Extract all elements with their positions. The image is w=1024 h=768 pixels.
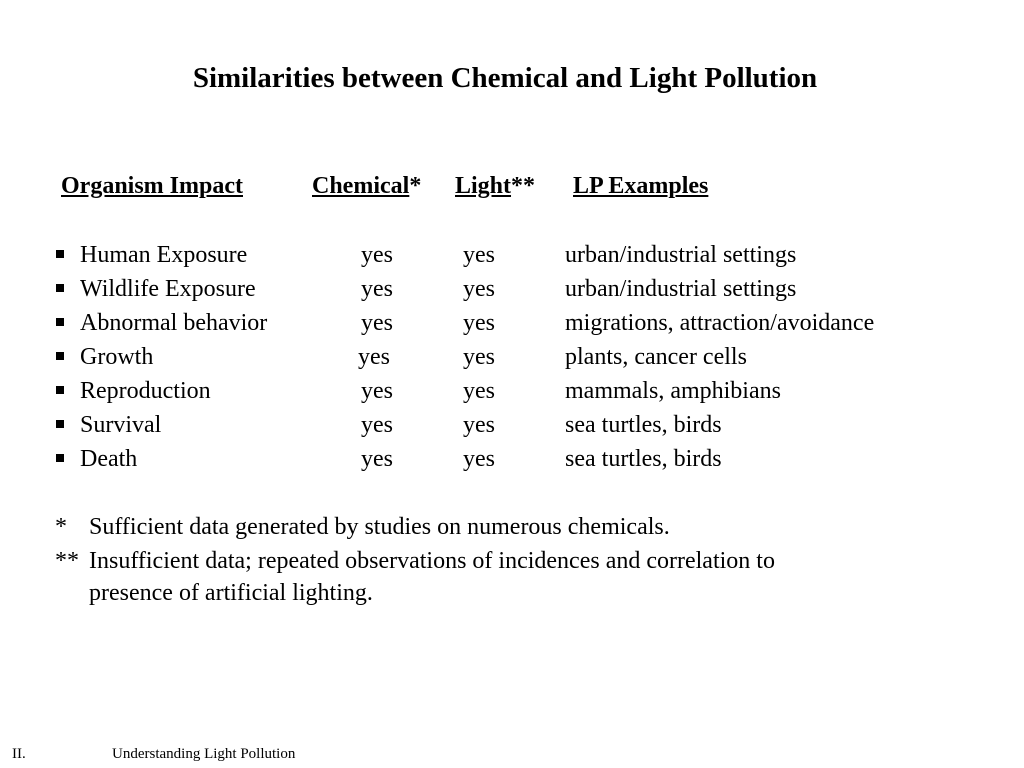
square-bullet-icon [56,444,70,474]
row-impact: Human Exposure [80,242,248,268]
row-light: yes [463,242,495,268]
header-chemical-mark: * [409,173,422,199]
header-lp-examples-label: LP Examples [573,173,709,199]
square-bullet-icon [56,308,70,338]
square-bullet-icon [56,274,70,304]
row-examples: migrations, attraction/avoidance [565,310,875,336]
square-bullet-icon [56,240,70,270]
footnote-2-line-2: presence of artificial lighting. [89,580,373,606]
row-light: yes [463,446,495,472]
row-impact: Reproduction [80,378,211,404]
footnote-2: ** Insufficient data; repeated observatio… [55,546,775,576]
header-organism-impact: Organism Impact [61,170,243,202]
row-chemical: yes [361,310,393,336]
table-row: Growth yes yes plants, cancer cells [0,342,1024,376]
footer-section-label: Understanding Light Pollution [112,746,296,762]
row-chemical: yes [361,242,393,268]
row-examples: sea turtles, birds [565,446,722,472]
header-lp-examples: LP Examples [573,170,708,202]
square-bullet-icon [56,376,70,406]
footnote-2-continuation: presence of artificial lighting. [89,578,373,608]
row-examples: sea turtles, birds [565,412,722,438]
footnote-2-line-1: Insufficient data; repeated observations… [89,548,775,574]
row-chemical: yes [361,412,393,438]
footnote-1: * Sufficient data generated by studies on… [55,512,670,542]
slide-title: Similarities between Chemical and Light … [192,62,818,94]
footer-section-number: II. [12,746,26,762]
row-impact: Survival [80,412,162,438]
row-chemical: yes [361,446,393,472]
row-impact: Death [80,446,138,472]
row-chemical: yes [361,378,393,404]
table-row: Death yes yes sea turtles, birds [0,444,1024,478]
row-light: yes [463,378,495,404]
row-light: yes [463,310,495,336]
row-impact: Wildlife Exposure [80,276,256,302]
table-row: Reproduction yes yes mammals, amphibians [0,376,1024,410]
footnote-2-marker: ** [55,548,79,574]
header-chemical-label: Chemical [312,173,410,199]
header-light: Light** [455,170,535,202]
footnote-1-marker: * [55,514,67,540]
table-row: Survival yes yes sea turtles, birds [0,410,1024,444]
row-light: yes [463,276,495,302]
row-impact: Growth [80,344,154,370]
row-chemical: yes [358,344,390,370]
footnote-1-text: Sufficient data generated by studies on … [89,514,670,540]
row-examples: mammals, amphibians [565,378,781,404]
header-light-label: Light [455,173,512,199]
row-light: yes [463,344,495,370]
row-examples: urban/industrial settings [565,276,797,302]
header-light-mark: ** [511,173,536,199]
row-light: yes [463,412,495,438]
table-row: Wildlife Exposure yes yes urban/industri… [0,274,1024,308]
table-row: Human Exposure yes yes urban/industrial … [0,240,1024,274]
row-impact: Abnormal behavior [80,310,268,336]
square-bullet-icon [56,410,70,440]
square-bullet-icon [56,342,70,372]
row-chemical: yes [361,276,393,302]
row-examples: plants, cancer cells [565,344,747,370]
header-chemical: Chemical* [312,170,421,202]
row-examples: urban/industrial settings [565,242,797,268]
header-organism-impact-label: Organism Impact [61,173,243,199]
table-row: Abnormal behavior yes yes migrations, at… [0,308,1024,342]
